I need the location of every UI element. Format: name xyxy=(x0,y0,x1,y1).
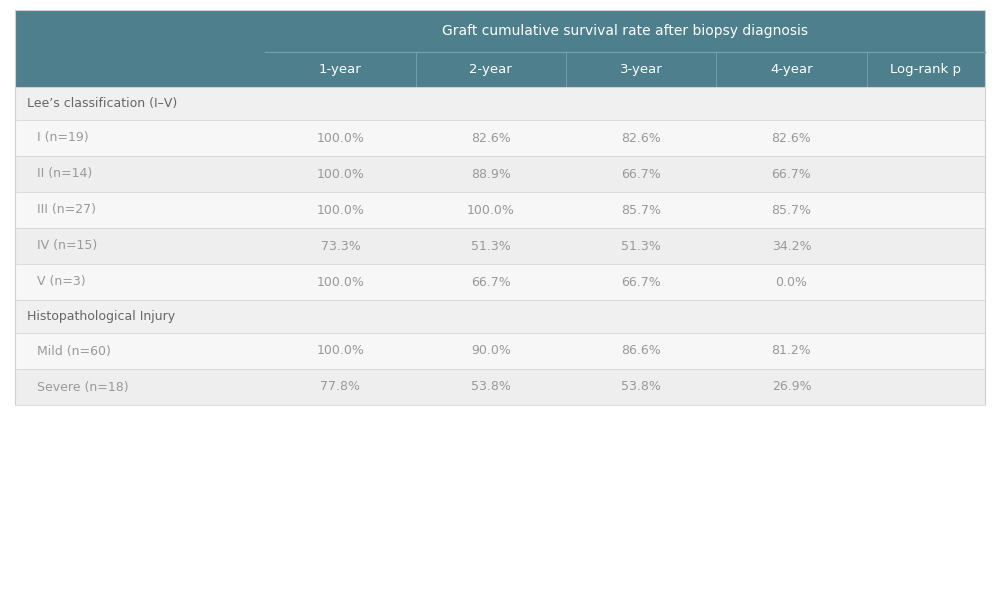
Bar xyxy=(416,52,566,87)
Text: 1-year: 1-year xyxy=(319,63,362,76)
Bar xyxy=(15,300,985,333)
Text: 51.3%: 51.3% xyxy=(471,239,511,253)
Bar xyxy=(15,10,985,405)
Text: 100.0%: 100.0% xyxy=(316,203,364,217)
Text: 66.7%: 66.7% xyxy=(471,275,511,289)
Text: Lee’s classification (I–V): Lee’s classification (I–V) xyxy=(27,97,177,110)
Text: 85.7%: 85.7% xyxy=(771,203,811,217)
Bar xyxy=(15,264,985,300)
Bar xyxy=(15,192,985,228)
Text: 82.6%: 82.6% xyxy=(621,131,661,145)
Text: 82.6%: 82.6% xyxy=(471,131,511,145)
Text: Mild (n=60): Mild (n=60) xyxy=(37,344,111,358)
Bar xyxy=(15,120,985,156)
Text: 100.0%: 100.0% xyxy=(316,167,364,181)
Text: 34.2%: 34.2% xyxy=(772,239,811,253)
Text: Histopathological Injury: Histopathological Injury xyxy=(27,310,175,323)
Text: 100.0%: 100.0% xyxy=(467,203,515,217)
Text: Severe (n=18): Severe (n=18) xyxy=(37,380,129,394)
Text: 86.6%: 86.6% xyxy=(621,344,661,358)
Text: 51.3%: 51.3% xyxy=(621,239,661,253)
Text: 66.7%: 66.7% xyxy=(621,275,661,289)
Text: 2-year: 2-year xyxy=(469,63,512,76)
Text: 100.0%: 100.0% xyxy=(316,344,364,358)
Text: 100.0%: 100.0% xyxy=(316,131,364,145)
Bar xyxy=(265,10,985,52)
Text: 4-year: 4-year xyxy=(770,63,813,76)
Bar xyxy=(15,52,265,87)
Text: 85.7%: 85.7% xyxy=(621,203,661,217)
Text: 53.8%: 53.8% xyxy=(471,380,511,394)
Text: 90.0%: 90.0% xyxy=(471,344,511,358)
Text: V (n=3): V (n=3) xyxy=(37,275,86,289)
Bar xyxy=(265,52,416,87)
Text: 3-year: 3-year xyxy=(620,63,663,76)
Bar xyxy=(15,156,985,192)
Bar xyxy=(867,52,985,87)
Bar xyxy=(566,52,716,87)
Text: 0.0%: 0.0% xyxy=(775,275,807,289)
Bar xyxy=(15,333,985,369)
Bar xyxy=(15,369,985,405)
Text: 82.6%: 82.6% xyxy=(772,131,811,145)
Bar xyxy=(15,10,265,52)
Text: I (n=19): I (n=19) xyxy=(37,131,89,145)
Text: 88.9%: 88.9% xyxy=(471,167,511,181)
Bar xyxy=(0,405,1000,600)
Text: 77.8%: 77.8% xyxy=(320,380,360,394)
Text: III (n=27): III (n=27) xyxy=(37,203,96,217)
Text: IV (n=15): IV (n=15) xyxy=(37,239,97,253)
Text: 100.0%: 100.0% xyxy=(316,275,364,289)
Text: 81.2%: 81.2% xyxy=(772,344,811,358)
Text: 66.7%: 66.7% xyxy=(772,167,811,181)
Text: Log-rank p: Log-rank p xyxy=(890,63,961,76)
Text: Graft cumulative survival rate after biopsy diagnosis: Graft cumulative survival rate after bio… xyxy=(442,24,808,38)
Bar xyxy=(716,52,867,87)
Text: 53.8%: 53.8% xyxy=(621,380,661,394)
Text: 26.9%: 26.9% xyxy=(772,380,811,394)
Text: 73.3%: 73.3% xyxy=(321,239,360,253)
Text: 66.7%: 66.7% xyxy=(621,167,661,181)
Bar xyxy=(15,228,985,264)
Bar xyxy=(15,87,985,120)
Text: II (n=14): II (n=14) xyxy=(37,167,92,181)
